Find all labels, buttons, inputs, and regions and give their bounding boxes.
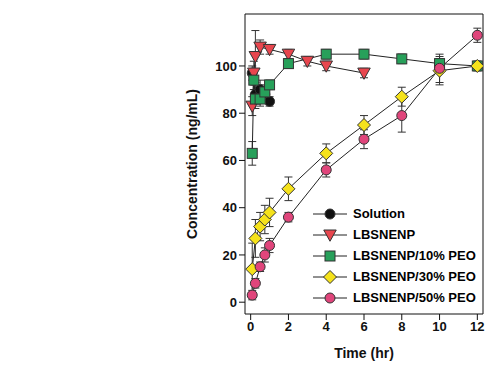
html-text:LBSNENP: LBSNENP <box>353 227 416 242</box>
svg-text:Concentration (ng/mL): Concentration (ng/mL) <box>184 89 200 239</box>
svg-text:80: 80 <box>223 106 237 121</box>
svg-text:4: 4 <box>323 319 331 334</box>
svg-text:Time (hr): Time (hr) <box>334 345 394 361</box>
svg-text:12: 12 <box>470 319 484 334</box>
svg-text:2: 2 <box>285 319 292 334</box>
svg-text:6: 6 <box>360 319 367 334</box>
svg-text:20: 20 <box>223 248 237 263</box>
svg-text:8: 8 <box>398 319 405 334</box>
svg-text:0: 0 <box>230 295 237 310</box>
svg-text:60: 60 <box>223 153 237 168</box>
html-text:LBSNENP/10% PEO: LBSNENP/10% PEO <box>353 248 476 263</box>
svg-text:0: 0 <box>247 319 254 334</box>
svg-text:100: 100 <box>215 59 237 74</box>
svg-text:40: 40 <box>223 200 237 215</box>
html-text:LBSNENP/50% PEO: LBSNENP/50% PEO <box>353 290 476 305</box>
svg-text:10: 10 <box>432 319 446 334</box>
html-text:Solution: Solution <box>353 206 405 221</box>
html-text:LBSNENP/30% PEO: LBSNENP/30% PEO <box>353 269 476 284</box>
